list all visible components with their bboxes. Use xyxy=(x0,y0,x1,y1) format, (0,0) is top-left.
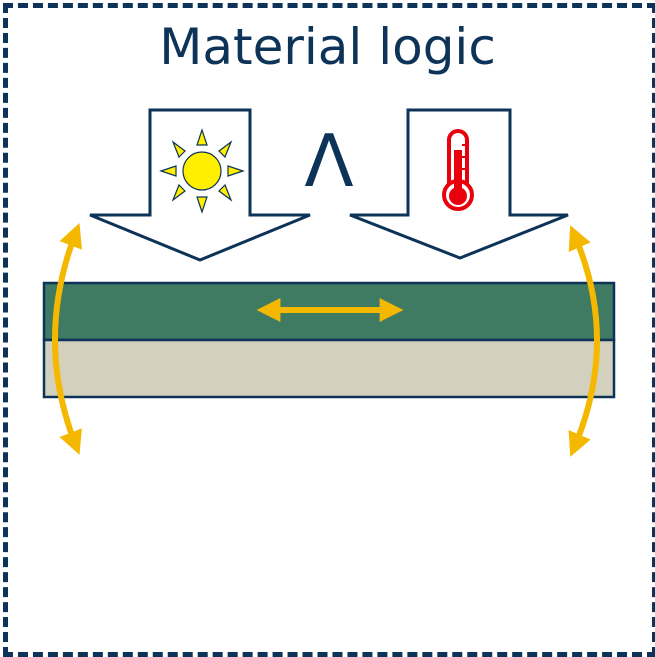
left-bending-arrow xyxy=(52,223,82,455)
sun-icon xyxy=(159,128,245,214)
and-operator: Λ xyxy=(304,119,353,203)
diagram-title: Material logic xyxy=(159,18,496,76)
right-bending-arrow xyxy=(568,225,600,457)
thermometer-icon xyxy=(442,129,474,211)
passive-bottom-layer xyxy=(42,338,616,399)
